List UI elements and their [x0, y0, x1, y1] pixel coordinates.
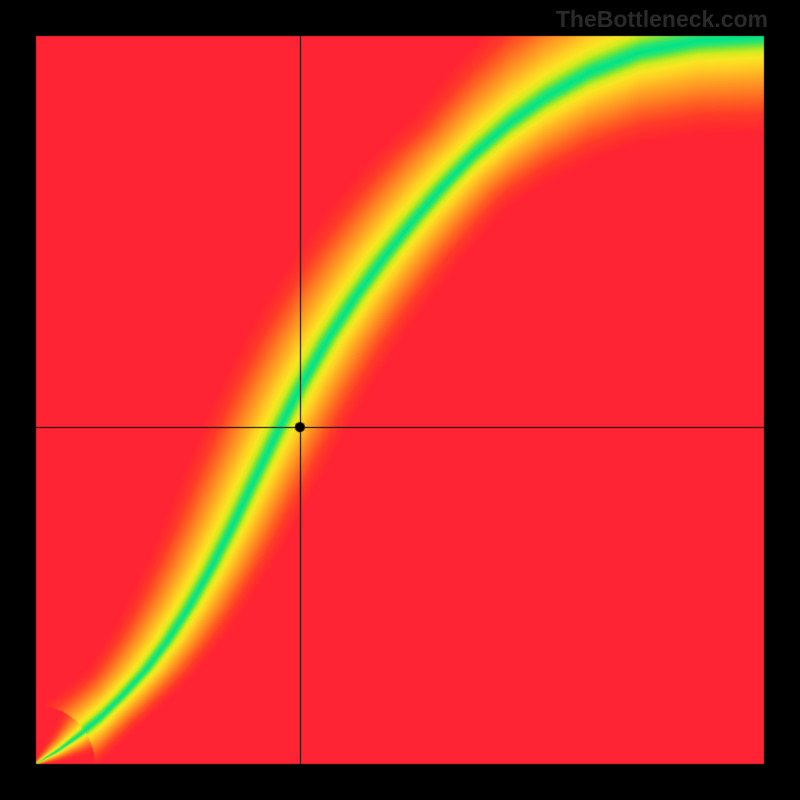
chart-container: TheBottleneck.com	[0, 0, 800, 800]
watermark-text: TheBottleneck.com	[556, 6, 768, 33]
bottleneck-heatmap-canvas	[0, 0, 800, 800]
